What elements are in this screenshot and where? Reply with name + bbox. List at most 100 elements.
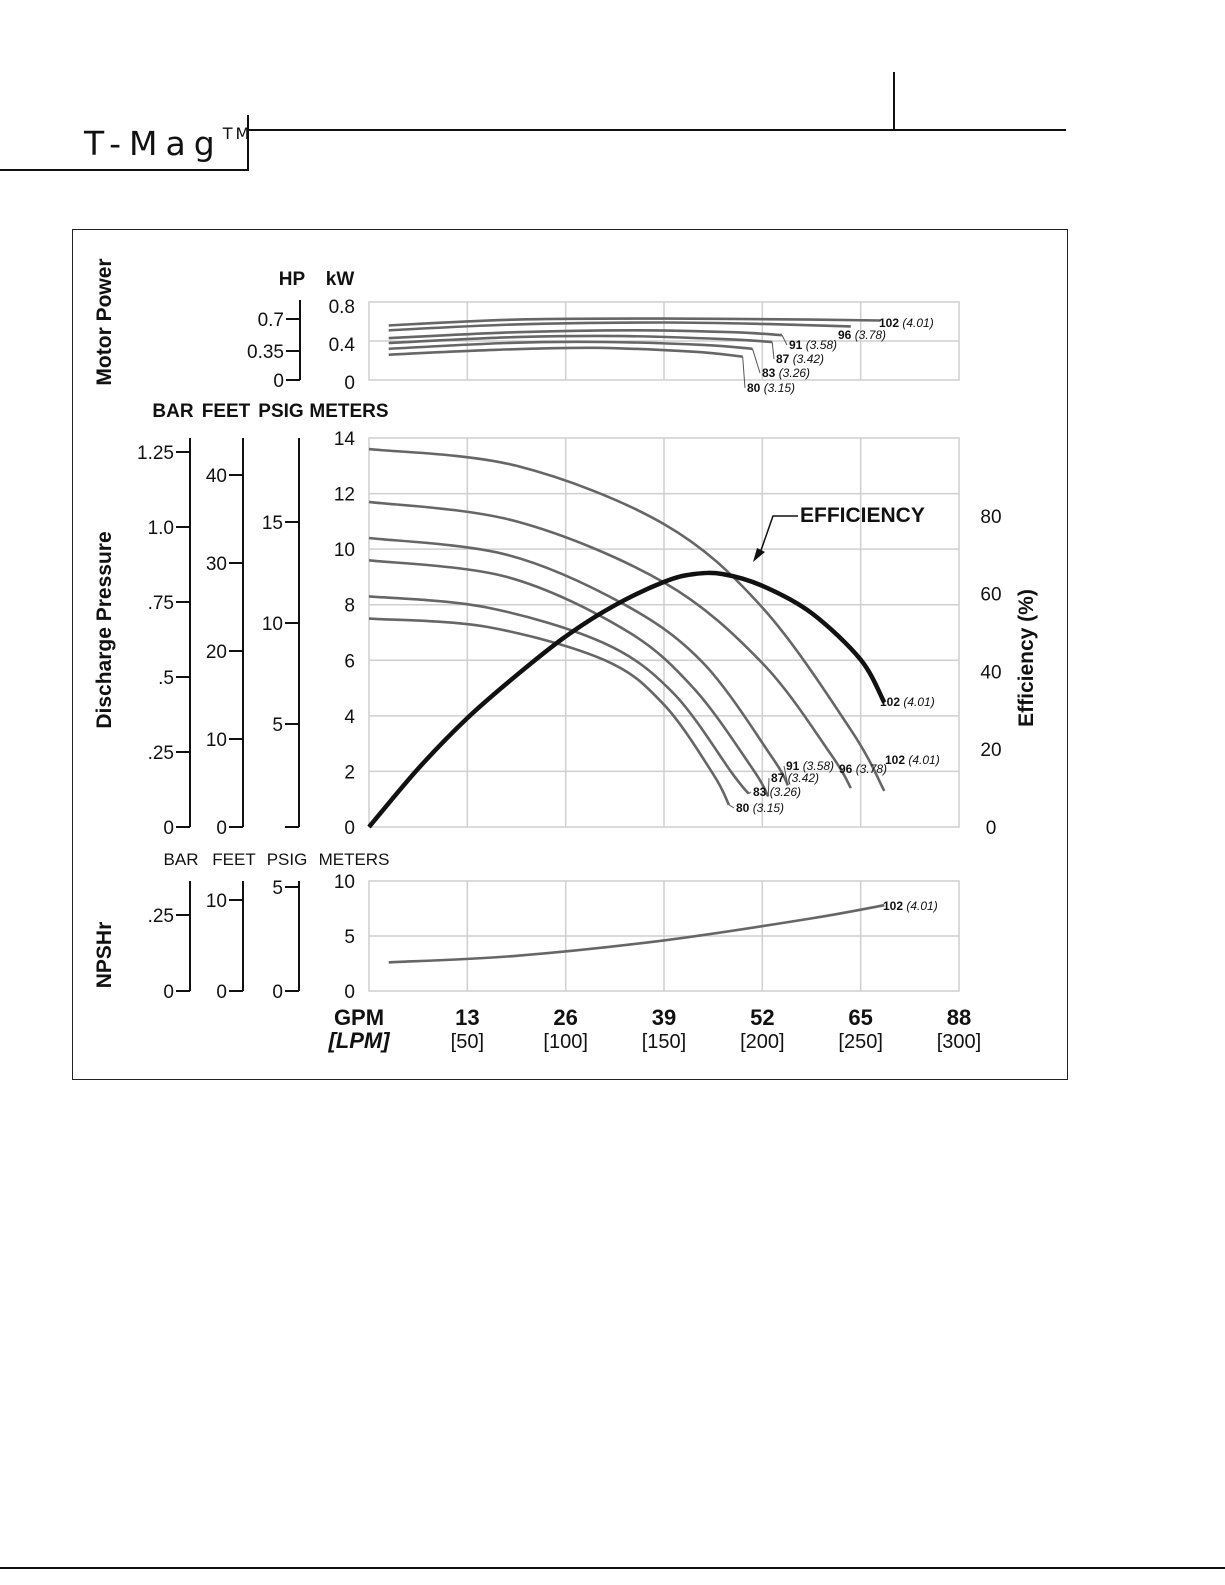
hp-unit-label: HP [279, 269, 306, 290]
bar-scale-tick-label: .75 [148, 593, 174, 614]
chart-canvas: 102 (4.01)96 (3.78)91 (3.58)87 (3.42)83 … [93, 258, 1038, 1053]
hp-scale-tick-label: 0 [273, 371, 284, 392]
gpm-tick-label: 88 [947, 1005, 971, 1030]
power-curve-87 [388, 334, 773, 345]
motor-power-title: Motor Power [93, 258, 116, 385]
npsh-unit-label: BAR [164, 850, 199, 869]
npsh-meters-tick-label: 10 [334, 872, 355, 893]
feet-scale-tick-label: 0 [216, 818, 227, 839]
pressure-curve-87 [368, 559, 770, 798]
pressure-curve-96 [368, 500, 852, 789]
pressure-curve-83 [368, 595, 750, 795]
pressure-unit-label: METERS [309, 401, 388, 422]
feet-scale-tick-label: 20 [206, 642, 227, 663]
kw-tick-label: 0 [344, 373, 355, 394]
kw-tick-label: 0.4 [329, 335, 356, 356]
trademark-mark: TM [222, 124, 253, 143]
npsh-title: NPSHr [93, 922, 116, 989]
pressure-unit-label: PSIG [258, 401, 303, 422]
npsh-unit-label: FEET [212, 850, 255, 869]
brand-name: T-Mag [84, 124, 223, 163]
gpm-tick-label: 26 [553, 1005, 577, 1030]
psig-scale-tick-label: 5 [272, 715, 283, 736]
axes [176, 300, 301, 992]
power-curve-label: 91 (3.58) [789, 338, 837, 352]
power-leader [742, 356, 746, 389]
meters-tick-label: 14 [334, 429, 356, 450]
power-curve-label: 80 (3.15) [747, 381, 795, 395]
efficiency-curve [367, 570, 887, 829]
pump-curve-chart: 102 (4.01) 96 (3.78) 91 (3.58) 87 (3.42) 83 … [72, 229, 1068, 1080]
power-leader [752, 348, 761, 374]
npsh-meters-tick-label: 0 [344, 982, 355, 1003]
psig-scale-tick-label: 10 [262, 614, 283, 635]
pressure-curve-label: 87 (3.42) [771, 771, 819, 785]
gpm-tick-label: 52 [750, 1005, 774, 1030]
npsh-feet-scale-tick-label: 0 [216, 982, 227, 1003]
grid [368, 301, 960, 992]
efficiency-end-label: 102 (4.01) [880, 695, 935, 709]
efficiency-tick-label: 40 [980, 662, 1001, 683]
power-curve-80 [388, 346, 743, 358]
pressure-curve-91 [368, 536, 790, 786]
feet-scale-tick-label: 10 [206, 730, 227, 751]
pressure-leader [767, 777, 770, 797]
discharge-pressure-title: Discharge Pressure [93, 531, 116, 728]
pressure-curve-102 [368, 447, 886, 792]
pressure-unit-label: FEET [202, 401, 251, 422]
npsh-meters-tick-label: 5 [344, 927, 355, 948]
pressure-leader [783, 765, 789, 786]
power-curve-label: 83 (3.26) [762, 366, 810, 380]
page-header: T-MagTM [0, 0, 1225, 200]
power-curve-96 [388, 321, 851, 332]
npsh-feet-scale-tick-label: 10 [206, 891, 227, 912]
lpm-tick-label: [250] [838, 1031, 882, 1053]
pressure-curve-80 [368, 617, 731, 806]
kw-unit-label: kW [326, 269, 355, 290]
npsh-psig-scale-tick-label: 5 [272, 878, 283, 899]
gpm-label: GPM [334, 1005, 384, 1030]
pressure-curve-label: 96 (3.78) [839, 762, 887, 776]
npsh-bar-scale-tick-label: 0 [163, 982, 174, 1003]
psig-scale-tick-label: 15 [262, 513, 283, 534]
feet-scale-tick-label: 40 [206, 466, 227, 487]
npsh-curve-label: 102 (4.01) [883, 899, 938, 913]
lpm-label: [LPM] [327, 1028, 390, 1053]
efficiency-arrowhead [753, 548, 765, 562]
meters-tick-label: 8 [344, 596, 355, 617]
power-curve-102 [388, 317, 881, 327]
bar-scale-tick-label: .5 [158, 668, 174, 689]
meters-tick-label: 10 [334, 540, 355, 561]
power-leader [771, 341, 775, 360]
pressure-leader [728, 804, 735, 809]
header-divider-right [893, 72, 895, 131]
hp-scale-tick-label: 0.7 [258, 310, 284, 331]
lpm-tick-label: [50] [451, 1031, 484, 1053]
power-curve-label: 87 (3.42) [776, 352, 824, 366]
bar-scale-tick-label: 0 [163, 818, 174, 839]
meters-tick-label: 2 [344, 762, 355, 783]
efficiency-axis-title: Efficiency (%) [1015, 589, 1038, 727]
efficiency-tick-label: 80 [980, 507, 1001, 528]
meters-tick-label: 0 [344, 818, 355, 839]
bar-scale-tick-label: .25 [148, 743, 174, 764]
meters-tick-label: 6 [344, 651, 355, 672]
bar-scale-tick-label: 1.25 [137, 443, 174, 464]
meters-tick-label: 12 [334, 485, 355, 506]
series-lines [367, 317, 887, 964]
npsh-bar-scale-tick-label: .25 [148, 906, 174, 927]
pressure-unit-label: BAR [152, 401, 193, 422]
efficiency-callout: EFFICIENCY [800, 504, 925, 527]
pressure-curve-label: 83 (3.26) [753, 785, 801, 799]
lpm-tick-label: [200] [740, 1031, 784, 1053]
pressure-curve-label: 102 (4.01) [885, 753, 940, 767]
chart-labels: 102 (4.01)96 (3.78)91 (3.58)87 (3.42)83 … [93, 258, 1038, 1053]
efficiency-tick-label: 0 [986, 818, 997, 839]
pressure-curve-label: 80 (3.15) [736, 801, 784, 815]
lpm-tick-label: [100] [543, 1031, 587, 1053]
gpm-tick-label: 65 [848, 1005, 872, 1030]
header-rule-left [0, 169, 248, 171]
header-divider-left [247, 115, 249, 171]
brand-title: T-MagTM [84, 124, 252, 163]
bar-scale-tick-label: 1.0 [148, 518, 174, 539]
